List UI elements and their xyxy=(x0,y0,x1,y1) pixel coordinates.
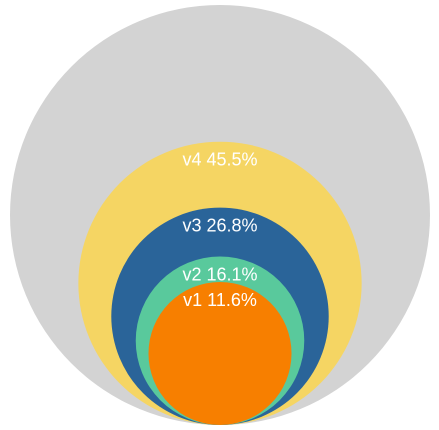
label-v4: v4 45.5% xyxy=(182,150,257,170)
label-v3: v3 26.8% xyxy=(182,216,257,236)
label-v2: v2 16.1% xyxy=(182,264,257,284)
circles-layer xyxy=(78,141,362,425)
circle-v1 xyxy=(148,281,292,425)
label-v1: v1 11.6% xyxy=(183,290,257,310)
labels-layer: v4 45.5% v3 26.8% v2 16.1% v1 11.6% xyxy=(182,150,257,310)
